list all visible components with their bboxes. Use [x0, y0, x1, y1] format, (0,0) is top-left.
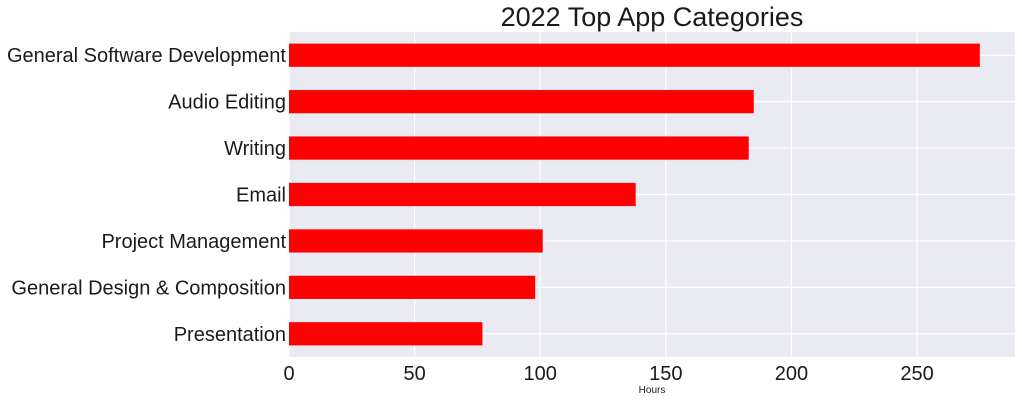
x-tick-label: 200: [775, 363, 808, 385]
bar: [289, 90, 754, 114]
category-label: Presentation: [174, 324, 286, 346]
chart-title: 2022 Top App Categories: [501, 2, 804, 32]
bar: [289, 136, 749, 160]
bar: [289, 229, 543, 253]
category-label: General Design & Composition: [11, 277, 286, 299]
x-tick-labels: 0 50 100 150 200 250: [283, 363, 933, 385]
category-label: Project Management: [101, 231, 286, 253]
category-label: Email: [236, 185, 286, 207]
x-axis-label: Hours: [639, 385, 666, 396]
category-label: Writing: [224, 138, 286, 160]
bar: [289, 182, 636, 207]
category-labels: General Software Development Audio Editin…: [7, 45, 286, 346]
bar: [289, 43, 980, 67]
x-tick-label: 150: [649, 363, 682, 385]
x-tick-label: 0: [283, 363, 294, 385]
bar: [289, 322, 483, 346]
x-tick-label: 100: [524, 363, 557, 385]
x-tick-label: 50: [403, 363, 425, 385]
category-label: General Software Development: [7, 45, 286, 67]
bar: [289, 275, 536, 299]
bars: [289, 43, 980, 346]
category-label: Audio Editing: [168, 92, 286, 114]
x-tick-label: 250: [900, 363, 933, 385]
